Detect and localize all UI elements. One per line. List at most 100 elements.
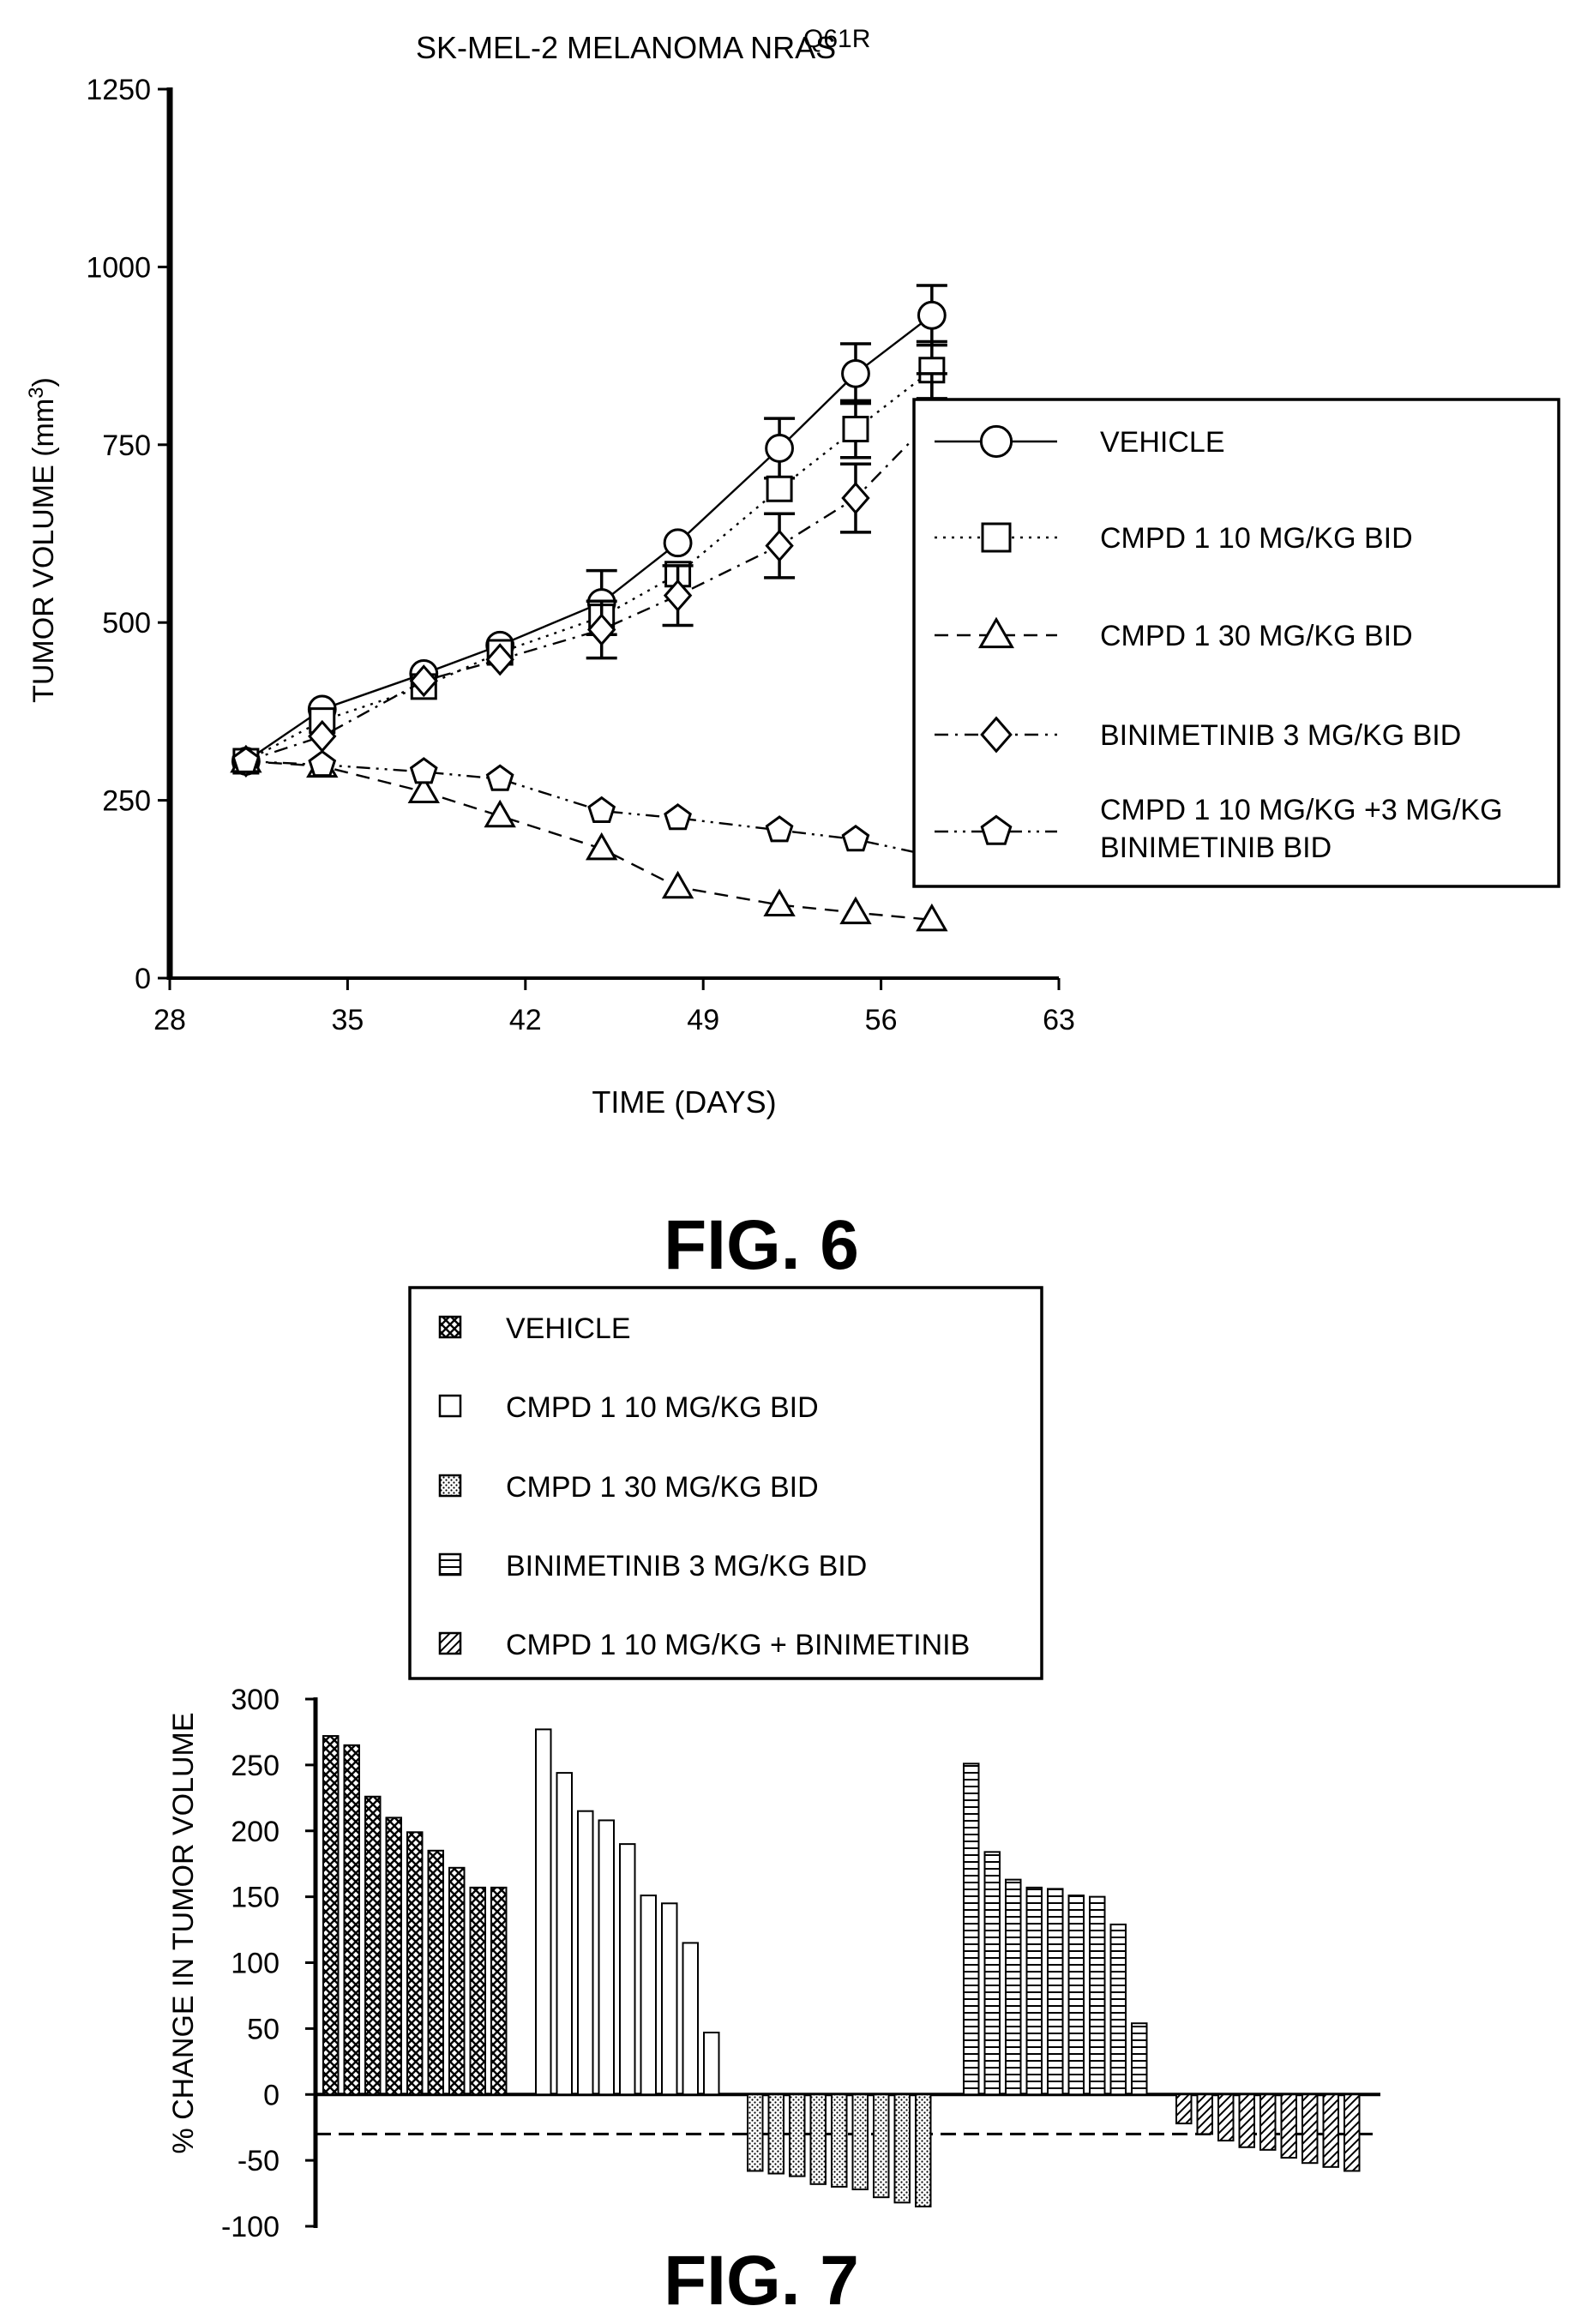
fig7-bar [1089, 1895, 1106, 2096]
fig7-series-dots [747, 2093, 932, 2207]
fig6-y-axis-label-superscript: 3 [25, 387, 48, 398]
fig6-legend-label: VEHICLE [1100, 426, 1225, 459]
fig7-bar [427, 1849, 444, 2096]
fig6-series-pentagon [231, 746, 947, 868]
fig7-y-tick-label: -50 [237, 2145, 280, 2177]
fig6-point-triangle [585, 832, 618, 861]
fig7-y-tick-label: 100 [231, 1948, 280, 1980]
fig6-point-pentagon [587, 796, 616, 823]
fig6-series-line [245, 369, 933, 763]
fig7-bar [577, 1810, 594, 2096]
fig6-series-triangle [230, 744, 948, 932]
fig6-x-tick-label: 56 [865, 1004, 898, 1036]
fig7-bar [767, 2093, 784, 2175]
fig7-bar [406, 1831, 424, 2096]
fig7-bar [448, 1866, 466, 2096]
fig6-y-axis-label: TUMOR VOLUME (mm3) [25, 377, 60, 703]
fig6-point-diamond [663, 579, 693, 612]
fig7-bar [1175, 2093, 1193, 2125]
fig6-point-pentagon [765, 815, 794, 843]
fig7-y-tick-label: 250 [231, 1750, 280, 1782]
fig7-series-hlines [963, 1763, 1148, 2096]
fig7-y-tick-label: -100 [221, 2211, 280, 2243]
fig7-bar [598, 1819, 615, 2096]
fig7-bar [619, 1843, 636, 2096]
fig6-x-tick-label: 35 [331, 1004, 364, 1036]
fig6-y-axis-label-main: TUMOR VOLUME (mm [27, 399, 60, 703]
fig6-legend-marker-diamond [980, 716, 1013, 754]
fig7-bar-chart: -100 -50 0 50 100 150 200 250 300 VEHICLE CMPD 1 1… [221, 1286, 1380, 2243]
fig6-legend-label: BINIMETINIB BID [1100, 832, 1332, 864]
fig6-point-diamond [409, 664, 438, 698]
fig7-bar [703, 2031, 720, 2096]
fig6-y-tick-label: 750 [102, 429, 151, 462]
fig6-y-axis-label-close: ) [27, 377, 60, 387]
fig6-legend-label: CMPD 1 30 MG/KG BID [1100, 620, 1413, 652]
fig7-series-crosshatch [322, 1735, 508, 2096]
fig6-legend-label: CMPD 1 10 MG/KG +3 MG/KG [1100, 794, 1503, 826]
fig7-bar [983, 1851, 1001, 2096]
fig7-y-tick-label: 0 [263, 2079, 280, 2111]
fig7-bar [1344, 2093, 1361, 2172]
fig6-series-line [245, 418, 933, 763]
fig7-y-tick-label: 200 [231, 1816, 280, 1848]
fig6-y-tick-label: 0 [135, 963, 151, 995]
fig6-point-triangle [763, 888, 796, 916]
fig7-series-empty [535, 1728, 720, 2096]
fig7-legend-label: BINIMETINIB 3 MG/KG BID [506, 1550, 867, 1582]
fig6-y-tick-label: 500 [102, 607, 151, 640]
fig6-x-tick-label: 42 [509, 1004, 542, 1036]
fig7-bar [1301, 2093, 1319, 2165]
fig7-bar [1067, 1895, 1085, 2096]
fig7-bar [640, 1895, 657, 2096]
fig7-bar [490, 1886, 508, 2096]
fig6-legend-marker-triangle [978, 616, 1014, 649]
fig6-legend-marker-circle [979, 424, 1013, 459]
fig7-bar [682, 1942, 699, 2096]
fig7-bar [893, 2093, 911, 2204]
fig7-bar [343, 1744, 360, 2096]
fig7-y-tick-label: 300 [231, 1684, 280, 1716]
fig7-bar [1238, 2093, 1255, 2148]
fig6-point-pentagon [308, 749, 337, 778]
fig7-bar [1025, 1886, 1043, 2096]
fig6-point-triangle [916, 903, 948, 932]
fig7-bar [1005, 1878, 1022, 2096]
fig7-bar [364, 1795, 382, 2096]
fig6-series-square [232, 339, 947, 775]
fig7-legend-label: CMPD 1 10 MG/KG + BINIMETINIB [506, 1629, 970, 1661]
fig6-series-circle [231, 284, 947, 776]
fig7-bar [1131, 2022, 1148, 2096]
fig6-caption: FIG. 6 [664, 1206, 859, 1284]
fig6-point-diamond [586, 613, 616, 646]
fig7-bar [1047, 1888, 1064, 2096]
fig7-legend-label: CMPD 1 10 MG/KG BID [506, 1391, 819, 1424]
fig7-bar [556, 1772, 573, 2096]
fig7-legend-frame [408, 1286, 1043, 1680]
fig6-title-superscript: Q61R [803, 25, 870, 53]
fig7-bar [747, 2093, 764, 2172]
fig6-x-tick-label: 28 [153, 1004, 186, 1036]
fig6-point-diamond [485, 643, 514, 676]
fig6-point-diamond [765, 529, 794, 562]
fig7-bar [851, 2093, 869, 2190]
fig7-bar [915, 2093, 932, 2207]
fig7-bar [1196, 2093, 1213, 2135]
fig7-legend-swatch-hlines [438, 1552, 462, 1576]
fig6-y-tick-label: 250 [102, 785, 151, 818]
fig6-line-chart: 0 250 500 750 1000 1250 28 35 42 49 56 63 VEHICLE CMP… [86, 74, 1560, 1036]
fig6-point-diamond [841, 481, 870, 515]
fig6-x-tick-label: 49 [687, 1004, 719, 1036]
fig7-legend: VEHICLE CMPD 1 10 MG/KG BID CMPD 1 30 MG/K… [408, 1286, 1043, 1680]
fig6-point-triangle [839, 896, 872, 925]
fig6-point-triangle [661, 870, 694, 899]
fig6-point-pentagon [231, 746, 261, 773]
fig7-legend-swatch-crosshatch [438, 1315, 462, 1339]
fig6-series-line [245, 760, 932, 922]
fig7-bar [809, 2093, 827, 2185]
fig7-bar [1259, 2093, 1277, 2151]
fig6-legend-label: CMPD 1 10 MG/KG BID [1100, 522, 1413, 555]
fig6-title: SK-MEL-2 MELANOMA NRAS [416, 30, 836, 65]
